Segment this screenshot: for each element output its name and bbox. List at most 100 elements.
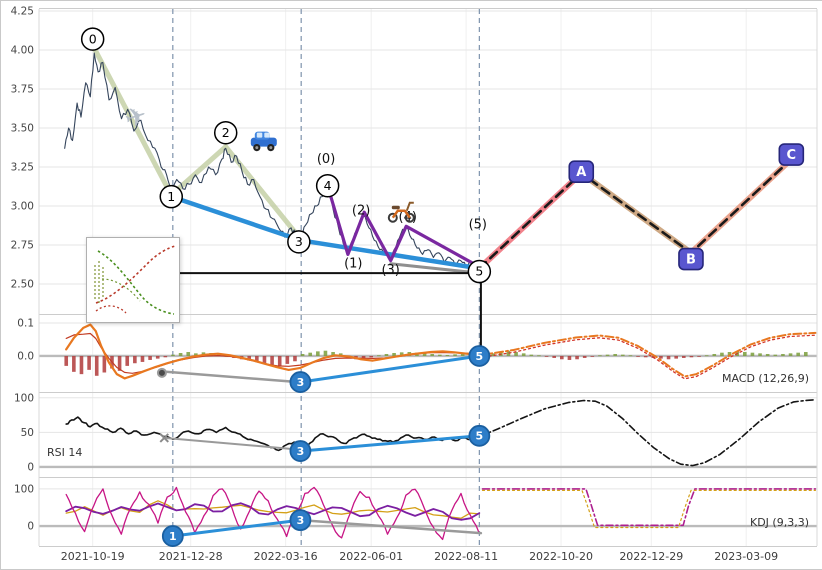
macd-hist-bar [445, 354, 450, 356]
macd-hist-bar [521, 353, 526, 356]
macd-hist-bar [605, 354, 610, 356]
macd-hist-bar [186, 352, 191, 356]
macd-hist-bar [582, 355, 587, 358]
macd-hist-bar [102, 355, 107, 373]
kdj-gray-trendline [299, 518, 483, 535]
macd-hist-bar [765, 353, 770, 356]
macd-hist-bar [460, 353, 465, 356]
car-hub [255, 146, 259, 150]
y-tick-label: 0 [27, 461, 34, 473]
macd-hist-bar [87, 355, 91, 370]
target-label-box-A [568, 160, 595, 183]
macd-blue-line [298, 354, 481, 384]
pivot-marker-label: 3 [295, 234, 303, 249]
wave-marker-label: 3 [297, 376, 305, 389]
kdj-projection-yellow [481, 489, 816, 529]
pivot-marker-label: 4 [324, 178, 332, 193]
macd-hist-bar [491, 353, 495, 356]
thumbnail-red-arc [95, 305, 127, 314]
macd-hist-bar [163, 355, 168, 358]
target-label: A [576, 165, 586, 180]
macd-hist-bar [529, 354, 534, 356]
plane-icon: ✈ [121, 100, 151, 135]
kdj-j-line [65, 486, 480, 541]
pattern-thumbnail [86, 237, 180, 323]
rsi-gray-trendline [163, 436, 302, 451]
projection-dashed [478, 157, 793, 270]
scooter-handlebar [405, 201, 414, 212]
macd-hist-bar [643, 355, 648, 358]
wave-marker-label: 5 [476, 350, 484, 363]
scooter-seat [391, 205, 400, 210]
y-tick-label: 100 [14, 392, 34, 404]
wave-marker-5 [468, 345, 491, 367]
x-tick-label: 2023-03-09 [714, 550, 778, 563]
pivot-marker-4 [315, 173, 340, 198]
macd-hist-bar [277, 355, 282, 366]
macd-hist-bar [361, 355, 366, 359]
wave-marker-3 [289, 509, 312, 532]
macd-hist-bar [590, 355, 595, 357]
pivot-marker-0 [80, 27, 105, 51]
macd-hist-bar [300, 353, 305, 356]
subwave-label: (2) [352, 204, 370, 219]
macd-hist-bar [262, 355, 267, 364]
wave-marker-label: 3 [297, 445, 305, 458]
macd-hist-bar [773, 354, 778, 356]
x-tick-label: 2021-10-19 [61, 550, 125, 563]
grid-layer [38, 8, 818, 547]
macd-hist-bar [422, 353, 427, 356]
pivot-marker-label: 5 [475, 264, 483, 279]
macd-hist-bar [689, 355, 694, 358]
macd-hist-bar [316, 351, 320, 356]
wave-outline-line [90, 42, 303, 242]
y-tick-label: 0.1 [17, 317, 34, 329]
macd-hist-bar [803, 352, 808, 356]
macd-hist-bar [377, 355, 381, 357]
rsi-line-projection [478, 399, 817, 467]
car-icon [250, 131, 277, 152]
wave-marker-label: 5 [476, 430, 484, 443]
scooter-icon [387, 201, 415, 223]
rsi-panel: 35 [65, 399, 817, 467]
macd-hist-bar [430, 353, 435, 356]
macd-hist-bar [666, 355, 671, 360]
macd-line-projection [478, 331, 817, 378]
macd-hist-bar [704, 355, 709, 357]
y-tick-label: 0 [27, 521, 34, 533]
macd-hist-bar [796, 352, 800, 356]
macd-hist-bar [79, 355, 84, 375]
macd-hist-bar [758, 353, 762, 356]
macd-hist-bar [659, 355, 663, 359]
macd-gray-trendline [158, 369, 304, 384]
macd-hist-bar [133, 355, 137, 364]
macd-hist-bar [720, 352, 724, 356]
wave-marker-3 [289, 440, 312, 462]
pivot-marker-3 [287, 230, 311, 254]
macd-hist-bar [255, 355, 259, 362]
macd-hist-bar [674, 355, 678, 359]
scooter-frame [391, 209, 411, 219]
macd-hist-bar [392, 353, 396, 356]
macd-hist-bar [575, 355, 579, 360]
macd-hist-bar [64, 355, 69, 366]
macd-hist-bar [285, 355, 290, 364]
macd-hist-bar [178, 353, 183, 356]
macd-hist-bar [171, 354, 175, 356]
macd-hist-bar [384, 353, 389, 356]
rsi-blue-line [298, 434, 481, 453]
subwave-zigzag [326, 184, 481, 269]
pivot-marker-label: 2 [222, 125, 230, 140]
pivot-marker-5 [467, 259, 492, 284]
scooter-wheel [387, 212, 398, 223]
y-tick-label: 50 [21, 427, 34, 439]
scooter-wheel [404, 212, 415, 223]
thumbnail-hatch [94, 261, 104, 305]
macd-hist-bar [125, 355, 130, 366]
macd-hist-bar [544, 355, 549, 357]
macd-hist-bar [636, 355, 640, 357]
macd-hist-bar [552, 355, 556, 358]
axis-layer: 4.254.003.753.503.253.002.752.500.10.010… [11, 6, 779, 563]
